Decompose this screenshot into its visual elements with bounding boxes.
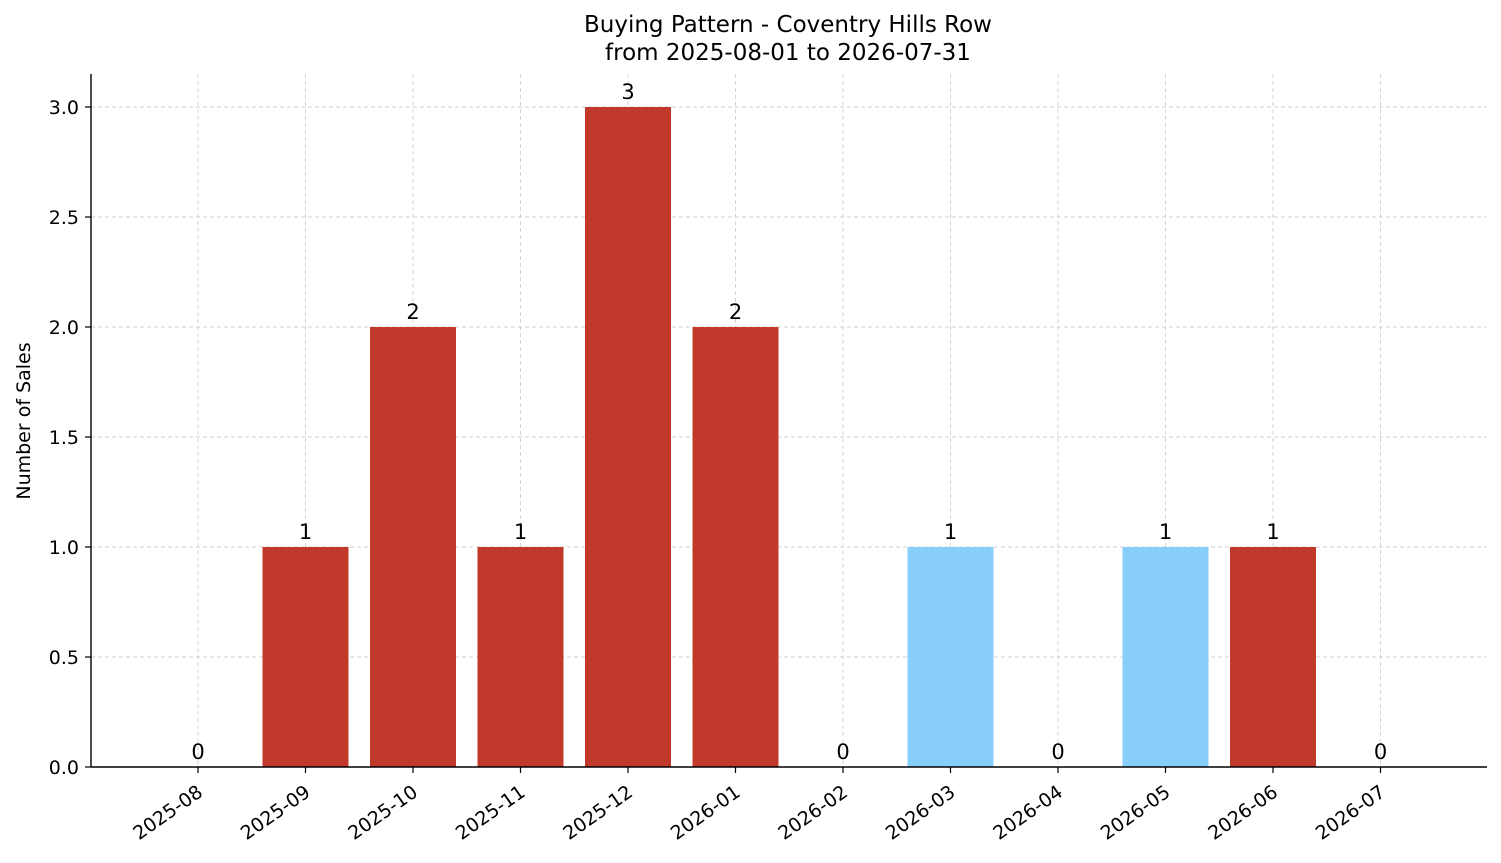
data-label: 1 [944,520,957,544]
x-tick-label: 2026-04 [989,781,1067,845]
x-tick-label: 2025-11 [452,781,530,845]
y-tick-label: 1.5 [49,427,79,449]
x-tick-label: 2026-05 [1097,781,1175,845]
data-label: 3 [621,80,634,104]
bar-2026-01 [692,327,779,767]
x-tick-label: 2026-02 [774,781,852,845]
x-tick-label: 2025-10 [344,781,422,845]
bar-2026-05 [1122,547,1209,767]
y-tick-label: 2.5 [49,207,79,229]
bar-2025-09 [262,547,349,767]
data-label: 0 [836,740,849,764]
x-tick-label: 2025-08 [129,781,207,845]
x-tick-label: 2026-01 [667,781,745,845]
x-tick-label: 2026-07 [1312,781,1390,845]
data-label: 1 [299,520,312,544]
y-tick-label: 3.0 [49,97,79,119]
y-tick-label: 0.5 [49,647,79,669]
chart-title: Buying Pattern - Coventry Hills Row [584,12,992,38]
bar-2026-06 [1230,547,1316,767]
y-tick-label: 1.0 [49,537,79,559]
chart-subtitle: from 2025-08-01 to 2026-07-31 [605,40,971,66]
axes [90,74,1487,768]
y-tick-label: 0.0 [49,757,79,779]
data-label: 1 [1159,520,1172,544]
data-label: 0 [1051,740,1064,764]
bars [262,107,1316,767]
data-label: 2 [729,300,742,324]
data-label: 2 [406,300,419,324]
x-tick-label: 2025-12 [559,781,637,845]
x-tick-label: 2025-09 [237,781,315,845]
data-label: 0 [1374,740,1387,764]
x-tick-label: 2026-03 [882,781,960,845]
y-axis-label: Number of Sales [13,342,35,499]
bar-2025-10 [370,327,456,767]
bar-2026-03 [907,547,994,767]
data-label: 1 [1266,520,1279,544]
bar-2025-12 [585,107,671,767]
data-label: 1 [514,520,527,544]
x-tick-label: 2026-06 [1204,781,1282,845]
bar-2025-11 [477,547,564,767]
data-labels: 0 1 2 1 3 2 0 1 0 1 1 0 [191,80,1387,764]
data-label: 0 [191,740,204,764]
y-tick-label: 2.0 [49,317,79,339]
